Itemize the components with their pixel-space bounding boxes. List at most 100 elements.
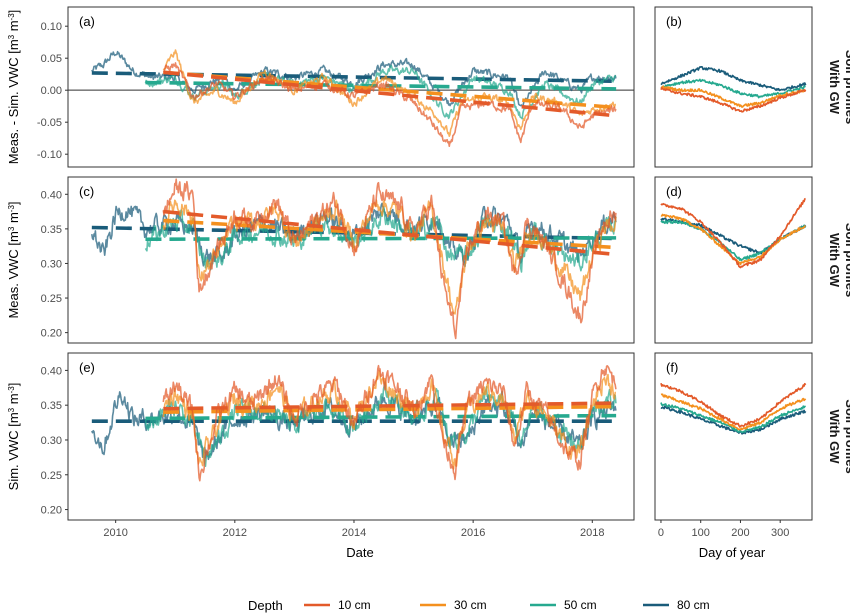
y-axis-title-part: ] — [6, 10, 21, 14]
panel-b: (b) Soil profilesWith GW — [654, 6, 850, 168]
strip-label: Soil profilesWith GW — [827, 399, 850, 473]
panel-d: (d) Soil profilesWith GW — [654, 176, 850, 344]
x-tick-label: 2014 — [342, 527, 366, 539]
panels-group: (a) 0.10 0.05 0.00 -0.05 -0.10 Meas. - Sim. VW… — [6, 6, 850, 539]
panel-background — [655, 353, 812, 520]
series-line-50-cm — [660, 78, 806, 99]
y-tick-label: 0.10 — [41, 21, 62, 33]
plot-area — [660, 382, 807, 435]
legend-label-80-cm: 80 cm — [677, 598, 710, 612]
y-axis-title-part: Meas. VWC [m — [6, 231, 21, 318]
trend-line-10-cm — [163, 401, 617, 411]
legend-label-50-cm: 50 cm — [564, 598, 597, 612]
x-tick-label: 300 — [771, 527, 789, 539]
y-tick-label: 0.00 — [41, 85, 62, 97]
y-tick-label: 0.20 — [41, 328, 62, 340]
legend-label-10-cm: 10 cm — [338, 598, 371, 612]
trend-line-10-cm — [163, 70, 617, 118]
panel-f: (f) 0 100 200 300 Soil profilesWith GW — [654, 352, 850, 539]
y-axis-title-part: 3 — [7, 226, 16, 231]
y-axis-title-part: m — [6, 212, 21, 226]
y-tick-label: 0.40 — [41, 365, 62, 377]
legend-title: Depth — [248, 598, 283, 613]
trend-line-50-cm — [145, 80, 617, 91]
panel-label: (c) — [79, 184, 94, 199]
strip-label-line: Soil profiles — [843, 399, 850, 473]
y-axis-title-part: Sim. VWC [m — [6, 412, 21, 490]
y-tick-label: 0.25 — [41, 293, 62, 305]
series-line-30-cm — [660, 85, 807, 108]
x-tick-label: 2016 — [461, 527, 485, 539]
y-axis-title-part: -3 — [7, 205, 16, 213]
x-tick-label: 2010 — [103, 527, 127, 539]
y-axis-title-part: m — [6, 20, 21, 34]
y-tick-label: -0.05 — [37, 117, 62, 129]
y-axis-title-part: ] — [6, 383, 21, 387]
series-line-30-cm — [162, 49, 617, 137]
panel-a: (a) 0.10 0.05 0.00 -0.05 -0.10 Meas. - Sim. VW… — [6, 6, 635, 168]
plot-area — [660, 65, 807, 113]
plot-area — [68, 49, 634, 147]
panel-background — [68, 177, 634, 343]
series-line-10-cm — [162, 62, 617, 147]
panel-border — [67, 6, 635, 168]
x-tick-label: 200 — [731, 527, 749, 539]
strip-label-line: With GW — [827, 409, 842, 464]
y-axis-title-part: Meas. - Sim. VWC [m — [6, 39, 21, 164]
y-tick-label: 0.35 — [41, 224, 62, 236]
strip-label: Soil profilesWith GW — [827, 223, 850, 297]
panel-border — [654, 352, 813, 521]
panel-label: (f) — [666, 360, 678, 375]
series-line-10-cm — [660, 87, 807, 113]
panel-label: (b) — [666, 14, 682, 29]
series-line-80-cm — [660, 65, 807, 92]
x-tick-label: 2018 — [580, 527, 604, 539]
y-tick-label: 0.40 — [41, 189, 62, 201]
panel-border — [67, 176, 635, 344]
strip-label-line: Soil profiles — [843, 223, 850, 297]
y-axis-title: Meas. - Sim. VWC [m3 m-3] — [6, 10, 21, 165]
plot-area — [91, 178, 617, 340]
y-tick-label: 0.35 — [41, 400, 62, 412]
y-tick-label: 0.20 — [41, 505, 62, 517]
panel-border — [654, 176, 813, 344]
strip-label-line: With GW — [827, 233, 842, 288]
series-line-30-cm — [162, 199, 617, 315]
plot-area — [91, 364, 617, 482]
panel-e: (e) 0.40 0.35 0.30 0.25 0.20 Sim. VWC [m3 m-3]… — [6, 352, 635, 539]
x-tick-label: 100 — [692, 527, 710, 539]
x-tick-label: 0 — [658, 527, 664, 539]
x-axis-title-doy: Day of year — [699, 545, 766, 560]
panel-label: (e) — [79, 360, 95, 375]
panel-label: (d) — [666, 184, 682, 199]
y-axis-title-part: -3 — [7, 386, 16, 394]
trend-line-30-cm — [163, 404, 617, 414]
y-axis-title: Sim. VWC [m3 m-3] — [6, 383, 21, 491]
x-axis-title-date: Date — [346, 545, 373, 560]
series-line-30-cm — [660, 393, 807, 431]
trend-line-50-cm — [145, 413, 617, 421]
strip-label: Soil profilesWith GW — [827, 50, 850, 124]
y-tick-label: -0.10 — [37, 149, 62, 161]
y-axis-title-part: 3 — [7, 407, 16, 412]
panel-border — [654, 6, 813, 168]
panel-background — [655, 7, 812, 167]
series-line-10-cm — [660, 382, 807, 428]
legend: Depth 10 cm 30 cm 50 cm 80 cm — [248, 598, 710, 613]
y-axis-title-part: -3 — [7, 13, 16, 21]
y-axis-title-part: m — [6, 393, 21, 407]
y-axis-title: Meas. VWC [m3 m-3] — [6, 201, 21, 318]
y-tick-label: 0.30 — [41, 435, 62, 447]
series-line-10-cm — [162, 178, 617, 340]
panel-c: (c) 0.40 0.35 0.30 0.25 0.20 Meas. VWC [m3 m-3… — [6, 176, 635, 344]
y-tick-label: 0.05 — [41, 53, 62, 65]
panel-border — [67, 352, 635, 521]
strip-label-line: Soil profiles — [843, 50, 850, 124]
series-line-50-cm — [660, 402, 806, 434]
y-axis-title-part: 3 — [7, 34, 16, 39]
y-tick-label: 0.25 — [41, 470, 62, 482]
strip-label-line: With GW — [827, 60, 842, 115]
trend-line-10-cm — [163, 209, 617, 257]
panel-label: (a) — [79, 14, 95, 29]
